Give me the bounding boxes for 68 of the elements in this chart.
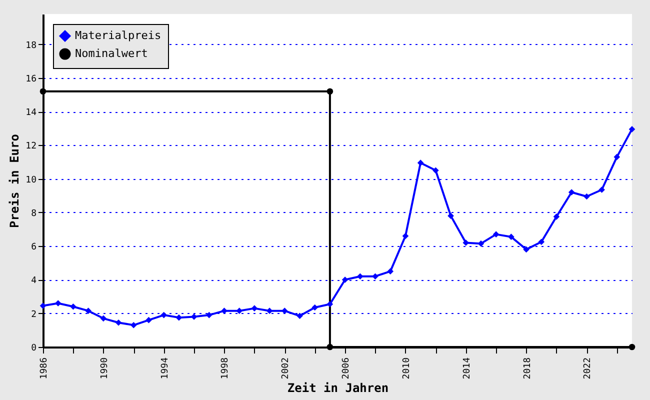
point [221,308,228,314]
point [206,312,212,318]
x-tick-label: 2014 [462,358,472,380]
point [417,160,424,166]
point [266,308,273,314]
point [85,308,92,314]
point [538,238,545,246]
x-tick-label: 2022 [583,358,594,380]
point [70,303,76,310]
point [115,319,122,326]
point [100,315,107,322]
point [598,186,605,193]
y-tick-label: 16 [26,74,36,84]
x-axis-title: Zeit in Jahren [287,381,389,396]
x-tick-label: 1994 [160,358,170,380]
point [462,240,470,246]
point [326,300,334,308]
point [628,126,636,132]
y-tick-label: 0 [31,344,36,354]
point [432,167,439,174]
point [281,308,288,314]
point [614,154,620,160]
point [402,232,409,240]
y-tick-label: 6 [31,242,36,253]
point [523,246,530,253]
y-tick-label: 2 [31,310,36,320]
point [190,314,198,320]
point [372,273,378,280]
point [326,88,334,95]
point [40,88,46,95]
point [40,302,46,309]
point [160,312,167,318]
point [584,193,590,200]
point [356,273,364,280]
x-tick-label: 2010 [402,358,412,380]
x-tick-label: 1998 [220,358,231,380]
point [387,268,394,274]
point [296,312,303,320]
point [130,322,137,328]
point [448,212,454,219]
x-tick-label: 2002 [281,358,292,380]
legend-label: Materialpreis [75,29,162,42]
point [492,231,500,238]
point [236,308,242,314]
point [326,344,334,350]
y-tick-label: 4 [31,276,36,286]
y-tick-label: 10 [26,175,36,186]
point [342,276,348,283]
x-tick-label: 1990 [100,358,110,380]
point [146,316,152,324]
y-tick-label: 18 [26,40,36,51]
point [508,234,514,240]
y-axis-title: Preis in Euro [8,134,22,228]
point [176,314,182,321]
x-tick-label: 2018 [522,358,533,380]
point [628,344,636,350]
point [478,240,484,247]
point [312,304,318,311]
point [553,213,560,220]
y-tick-label: 12 [26,142,36,152]
legend-label: Nominalwert [75,47,148,60]
x-tick-label: 1986 [40,358,50,380]
point [54,300,62,306]
y-tick-label: 8 [31,208,36,219]
y-tick-label: 14 [26,108,36,118]
point [568,189,575,196]
point [251,305,258,312]
x-tick-label: 2006 [342,358,352,380]
